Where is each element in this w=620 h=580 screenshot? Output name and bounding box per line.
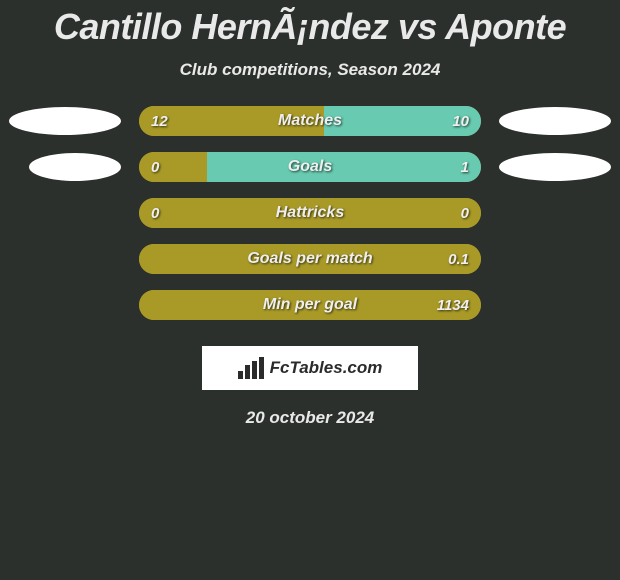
bar-left-fill bbox=[139, 198, 481, 228]
stat-rows: Matches1210 Goals01 Hattricks00 Goals per m… bbox=[0, 106, 620, 320]
page-title: Cantillo HernÃ¡ndez vs Aponte bbox=[0, 6, 620, 48]
bar-right-fill bbox=[324, 106, 481, 136]
stat-row: Min per goal1134 bbox=[0, 290, 620, 320]
stat-row: Hattricks00 bbox=[0, 198, 620, 228]
bar-right-fill bbox=[207, 152, 481, 182]
stat-bar: Goals per match0.1 bbox=[139, 244, 481, 274]
team-left-marker bbox=[9, 107, 121, 135]
bar-left-fill bbox=[139, 152, 207, 182]
stat-row: Matches1210 bbox=[0, 106, 620, 136]
bar-left-fill bbox=[139, 106, 324, 136]
subtitle: Club competitions, Season 2024 bbox=[0, 60, 620, 80]
stat-bar: Min per goal1134 bbox=[139, 290, 481, 320]
bar-left-fill bbox=[139, 290, 481, 320]
stat-row: Goals01 bbox=[0, 152, 620, 182]
comparison-card: Cantillo HernÃ¡ndez vs Aponte Club compe… bbox=[0, 0, 620, 580]
stat-row: Goals per match0.1 bbox=[0, 244, 620, 274]
watermark-text: FcTables.com bbox=[270, 358, 383, 378]
bars-icon bbox=[238, 357, 264, 379]
stat-bar: Goals01 bbox=[139, 152, 481, 182]
team-right-marker bbox=[499, 107, 611, 135]
team-left-marker bbox=[29, 153, 121, 181]
bar-left-fill bbox=[139, 244, 481, 274]
team-right-marker bbox=[499, 153, 611, 181]
stat-bar: Hattricks00 bbox=[139, 198, 481, 228]
watermark: FcTables.com bbox=[202, 346, 418, 390]
stat-bar: Matches1210 bbox=[139, 106, 481, 136]
date: 20 october 2024 bbox=[0, 408, 620, 428]
